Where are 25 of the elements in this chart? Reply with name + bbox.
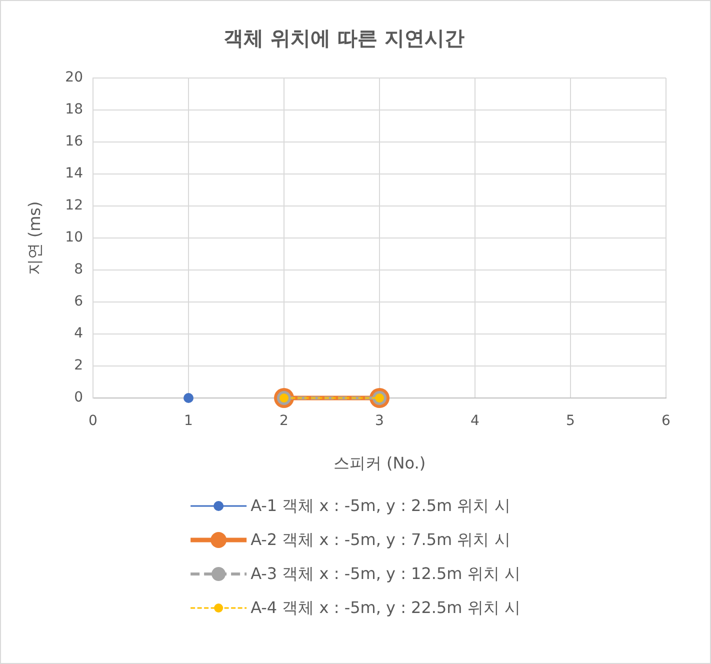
y-axis-title: 지연 (ms) (24, 201, 44, 275)
y-tick-label: 16 (65, 134, 84, 150)
y-tick-label: 20 (65, 70, 84, 86)
y-tick-label: 6 (74, 294, 84, 310)
x-tick-label: 1 (184, 413, 193, 430)
y-tick-label: 4 (74, 326, 84, 342)
legend-label: A-1 객체 x : -5m, y : 2.5m 위치 시 (250, 496, 510, 516)
x-tick-label: 2 (280, 413, 288, 430)
x-tick-label: 4 (470, 413, 480, 430)
y-tick-label: 2 (74, 358, 84, 374)
y-tick-label: 8 (74, 262, 84, 278)
x-axis-title: 스피커 (No.) (333, 454, 426, 473)
x-tick-label: 0 (88, 413, 98, 430)
x-tick-label: 5 (566, 413, 575, 430)
y-tick-label: 18 (65, 102, 84, 118)
chart-title: 객체 위치에 따른 지연시간 (224, 26, 464, 50)
legend-label: A-2 객체 x : -5m, y : 7.5m 위치 시 (250, 530, 510, 550)
legend-label: A-4 객체 x : -5m, y : 22.5m 위치 시 (250, 598, 520, 618)
y-tick-label: 0 (74, 390, 84, 406)
y-tick-label: 12 (65, 198, 84, 214)
legend-label: A-3 객체 x : -5m, y : 12.5m 위치 시 (250, 564, 520, 584)
y-tick-label: 14 (65, 166, 84, 182)
y-tick-label: 10 (65, 230, 84, 246)
x-tick-label: 3 (375, 413, 384, 430)
x-tick-label: 6 (662, 413, 671, 430)
